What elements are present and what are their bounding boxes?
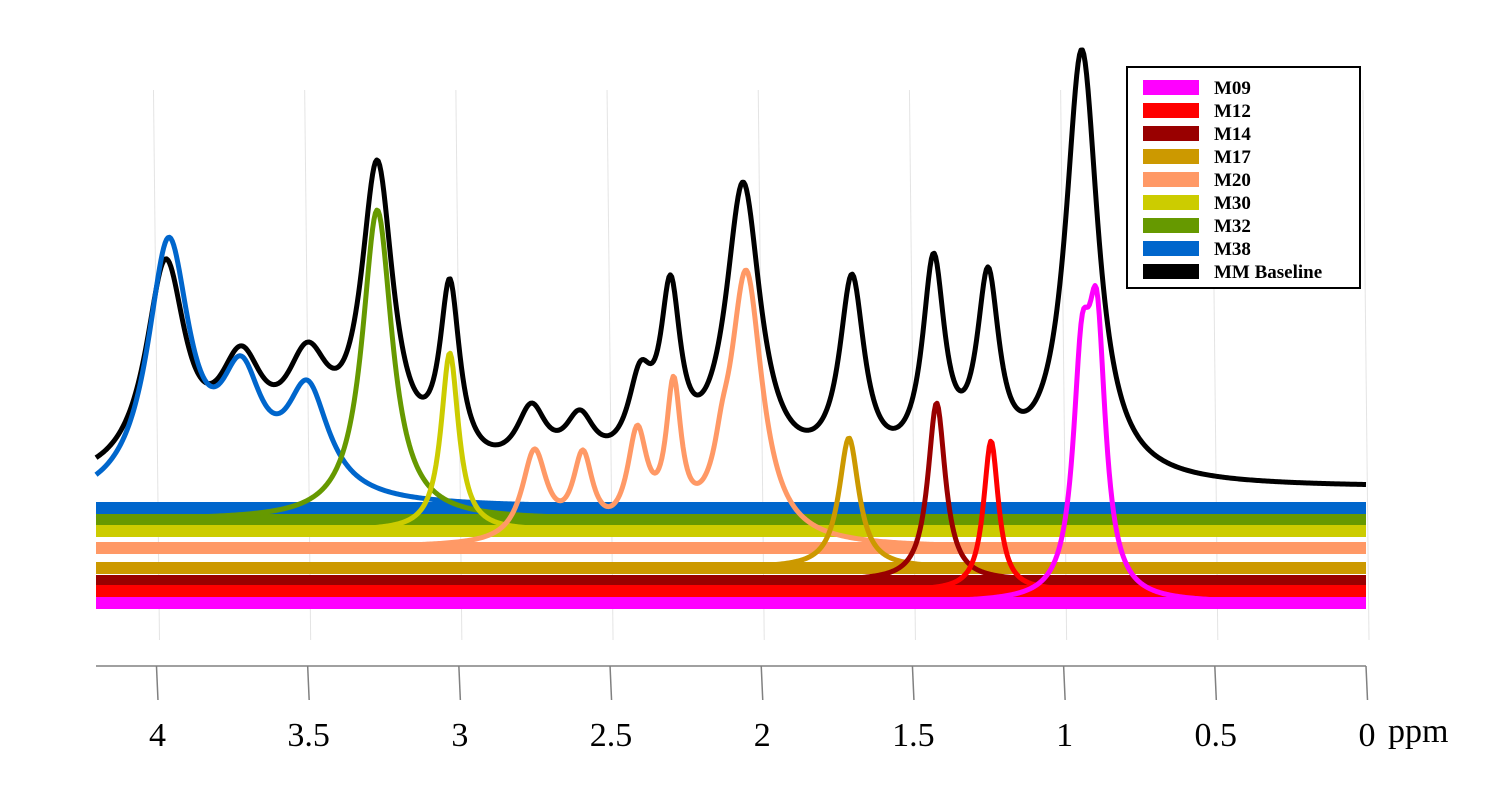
x-tick-6	[1062, 665, 1066, 701]
x-tick-0	[155, 665, 159, 701]
line-m14	[94, 400, 1368, 584]
legend-swatch-m14	[1143, 126, 1199, 141]
x-tick-1	[306, 665, 310, 701]
x-tick-label-4: 2	[754, 717, 771, 754]
series-m20	[94, 267, 1368, 554]
legend-label-mm-baseline: MM Baseline	[1214, 262, 1322, 283]
x-tick-label-6: 1	[1056, 717, 1073, 754]
x-tick-label-5: 1.5	[892, 717, 935, 754]
series-mm-baseline	[94, 47, 1368, 488]
x-axis-unit: ppm	[1388, 713, 1448, 750]
x-tick-4	[760, 665, 764, 701]
x-tick-label-8: 0	[1359, 717, 1376, 754]
x-tick-label-7: 0.5	[1195, 717, 1238, 754]
grid-line-8	[1362, 89, 1370, 641]
grid-line-0	[152, 89, 160, 641]
legend-swatch-m20	[1143, 172, 1199, 187]
legend-label-m12: M12	[1214, 101, 1251, 122]
line-m17	[94, 435, 1368, 571]
legend-label-m30: M30	[1214, 193, 1251, 214]
x-tick-label-0: 4	[149, 717, 166, 754]
line-m30	[94, 350, 1368, 534]
grid-line-3	[606, 89, 614, 641]
line-mm-baseline	[94, 47, 1368, 488]
x-tick-7	[1214, 665, 1218, 701]
series-m38	[94, 234, 1368, 514]
grid-line-6	[1060, 89, 1068, 641]
line-m20	[94, 267, 1368, 551]
legend-label-m17: M17	[1214, 147, 1251, 168]
legend-label-m14: M14	[1214, 124, 1251, 145]
series-m14	[94, 400, 1368, 587]
legend-swatch-m17	[1143, 149, 1199, 164]
legend-label-m32: M32	[1214, 216, 1251, 237]
x-tick-label-1: 3.5	[287, 717, 330, 754]
x-tick-8	[1365, 665, 1369, 701]
series-m30	[94, 350, 1368, 537]
line-m38	[94, 234, 1368, 511]
legend-swatch-m32	[1143, 218, 1199, 233]
series-m09	[94, 283, 1368, 609]
legend-swatch-m09	[1143, 80, 1199, 95]
x-tick-label-2: 3	[451, 717, 468, 754]
grid-line-1	[304, 89, 312, 641]
legend-label-m09: M09	[1214, 78, 1251, 99]
legend-swatch-m38	[1143, 241, 1199, 256]
x-tick-2	[458, 665, 462, 701]
legend-label-m38: M38	[1214, 239, 1251, 260]
legend-label-m20: M20	[1214, 170, 1251, 191]
x-tick-3	[609, 665, 613, 701]
legend-swatch-m12	[1143, 103, 1199, 118]
series-lines	[94, 47, 1368, 609]
legend-swatch-mm-baseline	[1143, 264, 1199, 279]
line-m09	[94, 283, 1368, 606]
legend-swatch-m30	[1143, 195, 1199, 210]
x-axis: 4 3.5 3 2.5 2 1.5 1 0.5 0 ppm	[96, 665, 1448, 754]
x-tick-label-3: 2.5	[590, 717, 633, 754]
line-m32	[94, 207, 1368, 523]
x-tick-5	[911, 665, 915, 701]
